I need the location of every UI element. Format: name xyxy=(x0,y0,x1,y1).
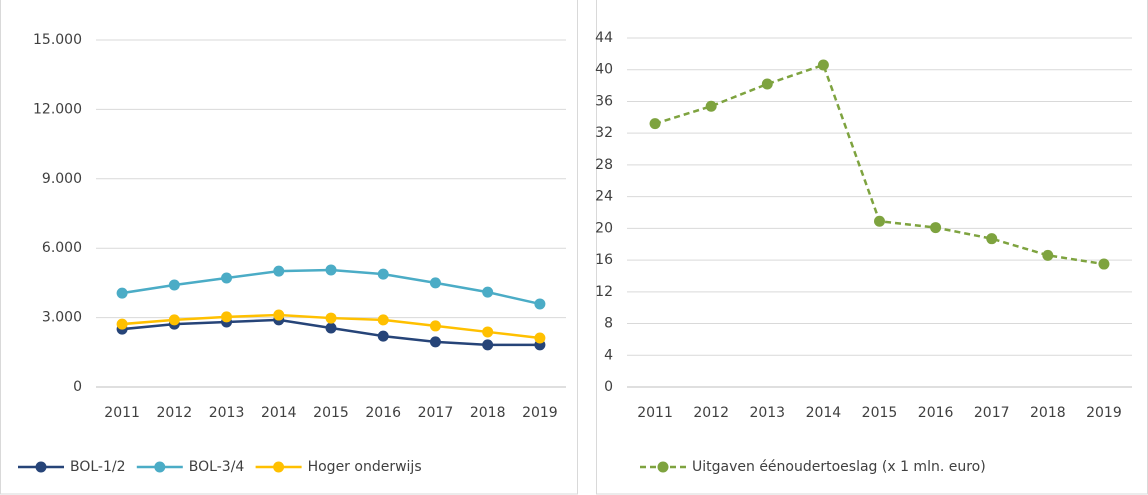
legend-label: BOL-3/4 xyxy=(189,459,245,475)
point xyxy=(429,336,441,348)
legend-label: BOL-1/2 xyxy=(70,459,126,475)
y-tick-label: 20 xyxy=(595,220,613,236)
point xyxy=(325,312,337,324)
x-tick-label: 2012 xyxy=(693,405,729,421)
point xyxy=(429,277,441,289)
y-tick-label: 0 xyxy=(604,379,613,395)
point xyxy=(1098,258,1110,270)
y-tick-label: 24 xyxy=(595,189,613,205)
point xyxy=(168,314,180,326)
x-tick-label: 2012 xyxy=(157,405,193,421)
x-tick-label: 2011 xyxy=(637,405,673,421)
x-tick-label: 2013 xyxy=(209,405,245,421)
point xyxy=(221,311,233,323)
y-tick-label: 12.000 xyxy=(33,101,82,117)
y-tick-label: 36 xyxy=(595,93,613,109)
y-tick-label: 3.000 xyxy=(42,310,82,326)
point xyxy=(429,320,441,332)
point xyxy=(482,286,494,298)
point xyxy=(874,215,885,227)
point xyxy=(377,314,389,326)
point xyxy=(482,326,494,338)
y-tick-label: 16 xyxy=(595,252,613,268)
x-tick-label: 2013 xyxy=(749,405,785,421)
y-tick-label: 8 xyxy=(604,316,613,332)
point xyxy=(273,309,285,321)
x-tick-label: 2011 xyxy=(104,405,140,421)
y-tick-label: 32 xyxy=(595,125,613,141)
y-tick-label: 15.000 xyxy=(33,32,82,48)
point xyxy=(116,287,128,299)
y-tick-label: 12 xyxy=(595,284,613,300)
point xyxy=(325,322,337,334)
legend-label: Hoger onderwijs xyxy=(308,459,422,475)
x-tick-label: 2018 xyxy=(470,405,506,421)
x-tick-label: 2018 xyxy=(1030,405,1066,421)
y-tick-label: 4 xyxy=(604,347,613,363)
point xyxy=(1042,249,1054,261)
x-tick-label: 2015 xyxy=(862,405,898,421)
legend-marker xyxy=(154,461,166,473)
point xyxy=(273,265,285,277)
y-tick-label: 6.000 xyxy=(42,240,82,256)
point xyxy=(534,332,546,344)
legend-marker xyxy=(657,461,669,473)
point xyxy=(377,330,389,342)
legend-label: Uitgaven éénoudertoeslag (x 1 mln. euro) xyxy=(692,459,986,475)
legend-marker xyxy=(273,461,285,473)
y-tick-label: 40 xyxy=(595,62,613,78)
point xyxy=(930,222,942,234)
x-tick-label: 2017 xyxy=(418,405,454,421)
x-tick-label: 2016 xyxy=(365,405,401,421)
point xyxy=(116,318,128,330)
x-tick-label: 2019 xyxy=(1086,405,1122,421)
point xyxy=(705,100,717,112)
x-tick-label: 2019 xyxy=(522,405,558,421)
y-tick-label: 9.000 xyxy=(42,171,82,187)
chart-frame xyxy=(0,0,578,495)
point xyxy=(817,59,829,71)
point xyxy=(377,268,389,280)
point xyxy=(986,233,998,245)
point xyxy=(221,272,233,284)
x-tick-label: 2016 xyxy=(918,405,954,421)
y-tick-label: 28 xyxy=(595,157,613,173)
x-tick-label: 2014 xyxy=(806,405,842,421)
x-tick-label: 2015 xyxy=(313,405,349,421)
point xyxy=(649,118,661,130)
point xyxy=(325,264,337,276)
point xyxy=(482,339,494,351)
y-tick-label: 0 xyxy=(73,379,82,395)
point xyxy=(534,298,546,310)
point xyxy=(761,78,773,90)
x-tick-label: 2017 xyxy=(974,405,1010,421)
x-tick-label: 2014 xyxy=(261,405,297,421)
point xyxy=(168,279,180,291)
y-tick-label: 44 xyxy=(595,30,613,46)
legend-marker xyxy=(35,461,47,473)
